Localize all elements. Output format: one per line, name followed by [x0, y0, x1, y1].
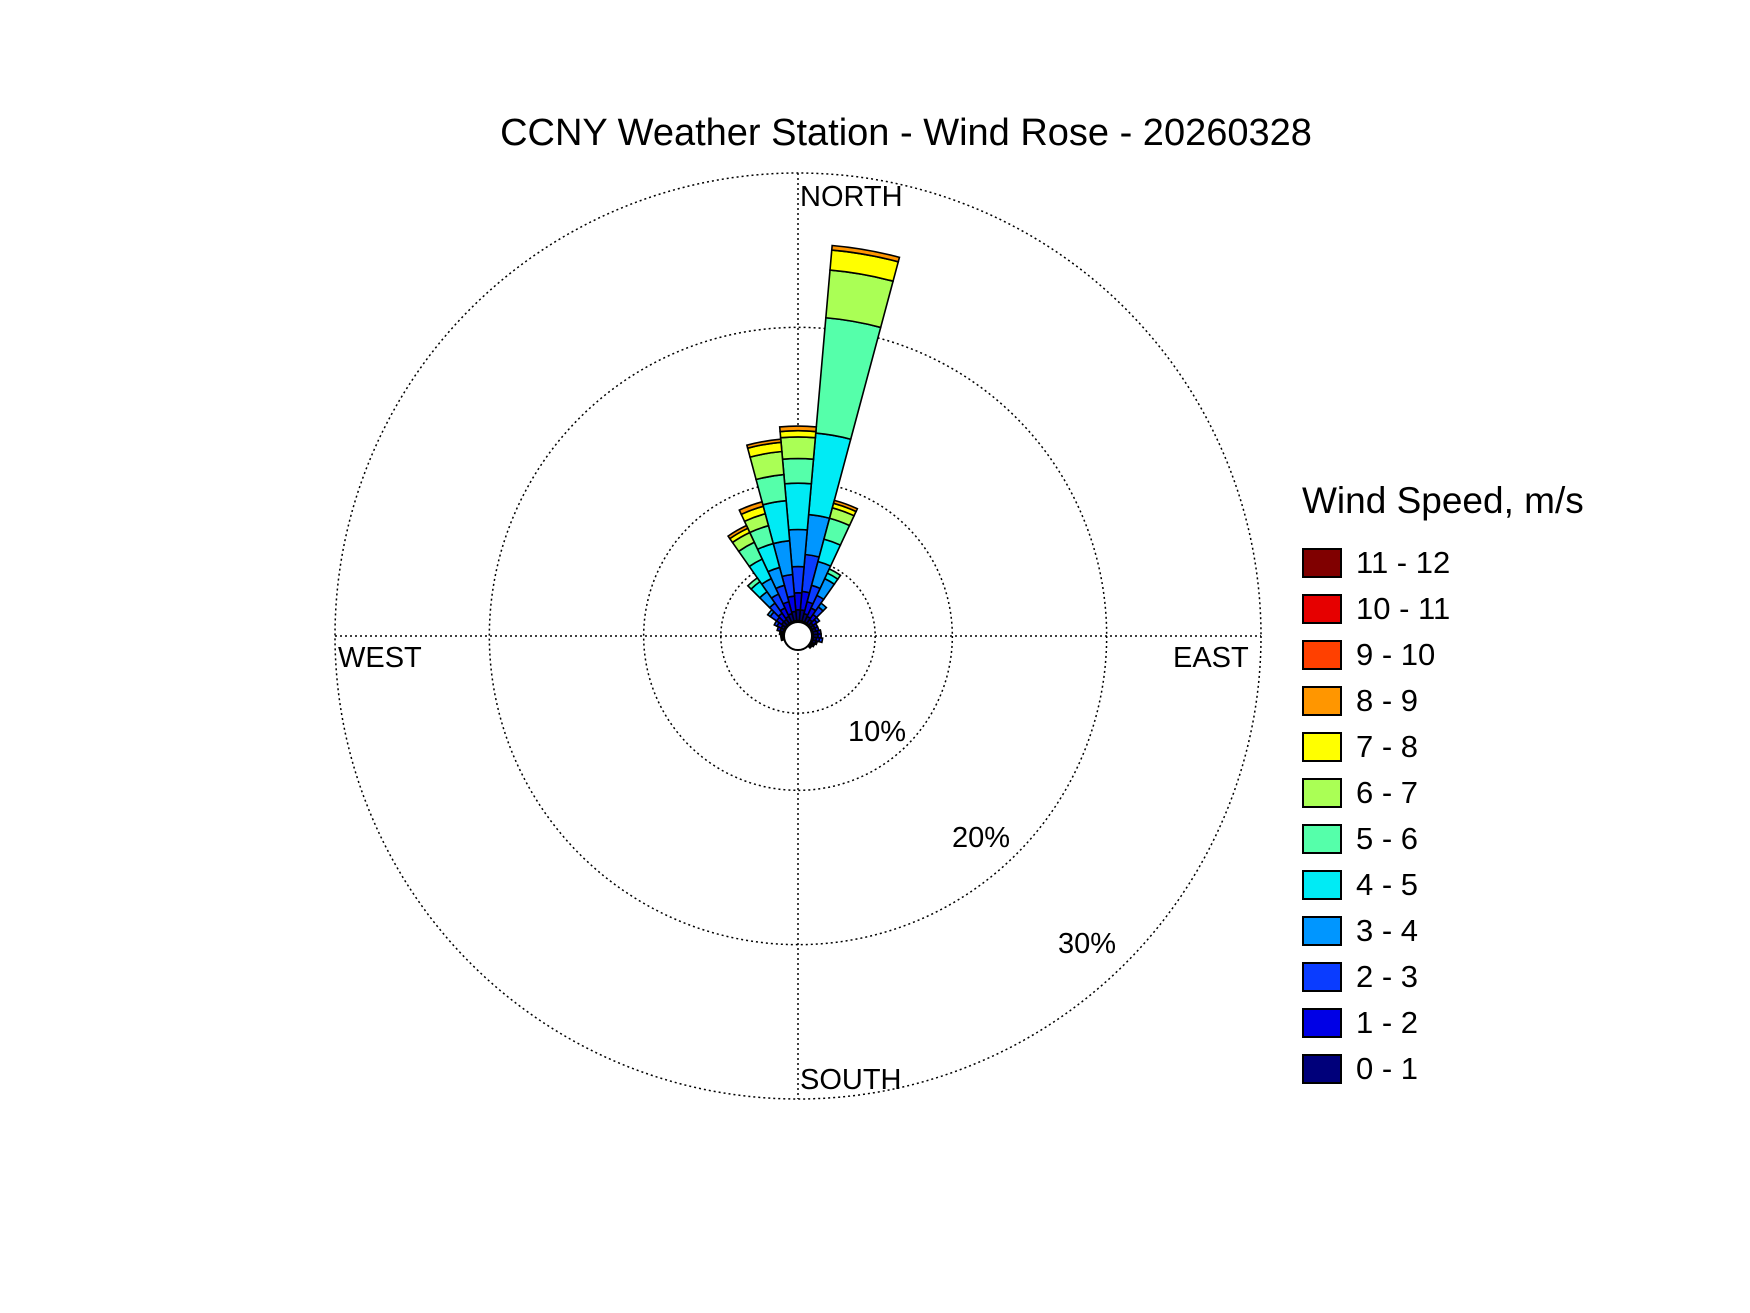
legend-item: 0 - 1 — [1302, 1046, 1584, 1092]
legend-item: 3 - 4 — [1302, 908, 1584, 954]
wedge-dir-80-bin1 — [778, 630, 783, 636]
legend-items: 11 - 12 10 - 11 9 - 10 8 - 9 7 - 8 6 - 7 5 - 6… — [1302, 540, 1584, 1092]
legend-label: 4 - 5 — [1356, 867, 1419, 902]
wedge-dir0-bin8 — [778, 425, 818, 433]
legend-item: 4 - 5 — [1302, 862, 1584, 908]
ring-label-20: 20% — [952, 822, 1011, 854]
wedge-dir-10-bin8 — [745, 438, 782, 450]
legend-label: 0 - 1 — [1356, 1051, 1419, 1086]
wedge-dir10-bin8 — [830, 244, 901, 263]
wedge-dir-60-bin2 — [773, 619, 781, 628]
legend-item: 7 - 8 — [1302, 724, 1584, 770]
legend-item: 5 - 6 — [1302, 816, 1584, 862]
wedge-dir20-bin8 — [832, 499, 859, 513]
wedge-dir0-bin5 — [781, 457, 815, 485]
legend-swatch — [1302, 594, 1342, 624]
legend-label: 10 - 11 — [1356, 591, 1451, 626]
legend-swatch — [1302, 732, 1342, 762]
north-label: NORTH — [800, 181, 903, 213]
legend-swatch — [1302, 824, 1342, 854]
wedge-dir130-bin0 — [807, 643, 814, 650]
legend-label: 5 - 6 — [1356, 821, 1419, 856]
legend-item: 9 - 10 — [1302, 632, 1584, 678]
west-label: WEST — [338, 642, 422, 674]
legend-swatch — [1302, 1008, 1342, 1038]
wedge-dir-20-bin8 — [738, 500, 765, 516]
wedge-dir100-bin2 — [817, 637, 824, 644]
legend-label: 1 - 2 — [1356, 1005, 1419, 1040]
ring-label-10: 10% — [848, 716, 907, 748]
legend-item: 8 - 9 — [1302, 678, 1584, 724]
legend-swatch — [1302, 1054, 1342, 1084]
wedge-dir10-bin5 — [814, 316, 882, 441]
east-label: EAST — [1173, 642, 1249, 674]
wedge-dir0-bin6 — [779, 436, 817, 461]
legend-swatch — [1302, 778, 1342, 808]
legend-swatch — [1302, 870, 1342, 900]
legend: Wind Speed, m/s 11 - 12 10 - 11 9 - 10 8 - … — [1302, 480, 1584, 1092]
wedge-dir-50-bin3 — [766, 608, 776, 618]
wedge-dir30-bin5 — [826, 567, 842, 581]
wedge-dir-40-bin5 — [746, 576, 762, 591]
legend-label: 3 - 4 — [1356, 913, 1419, 948]
legend-swatch — [1302, 548, 1342, 578]
ring-label-30: 30% — [1058, 928, 1117, 960]
legend-item: 10 - 11 — [1302, 586, 1584, 632]
wedge-dir-100-bin0 — [780, 636, 785, 642]
calm-center-circle — [783, 621, 813, 651]
legend-title: Wind Speed, m/s — [1302, 480, 1584, 521]
legend-label: 9 - 10 — [1356, 637, 1436, 672]
wedge-dir40-bin3 — [817, 602, 828, 613]
legend-swatch — [1302, 916, 1342, 946]
legend-item: 2 - 3 — [1302, 954, 1584, 1000]
legend-swatch — [1302, 640, 1342, 670]
legend-item: 6 - 7 — [1302, 770, 1584, 816]
legend-item: 1 - 2 — [1302, 1000, 1584, 1046]
legend-label: 11 - 12 — [1356, 545, 1451, 580]
legend-item: 11 - 12 — [1302, 540, 1584, 586]
wedge-dir-70-bin1 — [776, 625, 783, 633]
legend-swatch — [1302, 962, 1342, 992]
legend-label: 2 - 3 — [1356, 959, 1419, 994]
legend-label: 7 - 8 — [1356, 729, 1419, 764]
chart-title: CCNY Weather Station - Wind Rose - 20260… — [500, 112, 1312, 154]
legend-label: 6 - 7 — [1356, 775, 1419, 810]
wedge-dir50-bin2 — [813, 616, 821, 624]
wedge-dir-30-bin8 — [726, 524, 749, 540]
legend-swatch — [1302, 686, 1342, 716]
legend-label: 8 - 9 — [1356, 683, 1419, 718]
south-label: SOUTH — [800, 1064, 902, 1096]
